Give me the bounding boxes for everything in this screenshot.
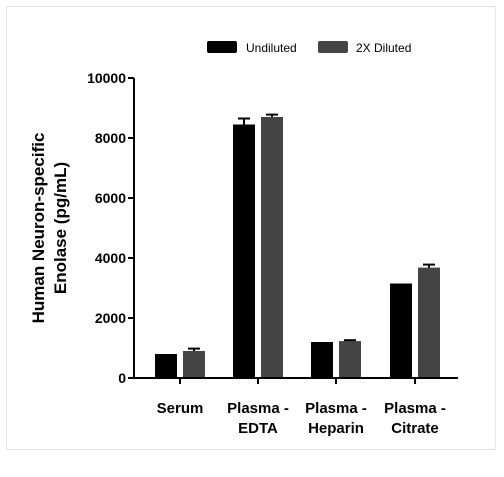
bar — [233, 124, 255, 378]
bar — [155, 354, 177, 378]
y-axis-title-line: Human Neuron-specific — [29, 133, 48, 324]
bar — [418, 267, 440, 378]
y-axis-label: Human Neuron-specific Enolase (pg/mL) — [29, 133, 70, 324]
x-tick-label: EDTA — [238, 420, 278, 437]
y-axis: 0 2000 4000 6000 8000 10000 — [87, 70, 135, 386]
y-tick-label: 8000 — [95, 130, 126, 146]
x-tick-label: Citrate — [391, 420, 439, 437]
x-tick-label: Plasma - — [384, 400, 446, 417]
y-axis-title: Human Neuron-specific Enolase (pg/mL) — [29, 133, 70, 324]
bar — [261, 117, 283, 378]
legend-swatch — [207, 41, 237, 53]
bar — [339, 341, 361, 378]
legend-label: Undiluted — [246, 41, 297, 55]
x-axis: Serum Plasma - EDTA Plasma - Heparin Plasma -… — [134, 377, 458, 437]
y-tick-label: 10000 — [87, 70, 126, 86]
x-tick-label: Plasma - — [227, 400, 289, 417]
legend-swatch — [318, 41, 348, 53]
legend: Undiluted 2X Diluted — [207, 41, 411, 55]
legend-label: 2X Diluted — [356, 41, 411, 55]
x-tick-label: Serum — [157, 400, 204, 417]
y-tick-label: 2000 — [95, 310, 126, 326]
x-tick-label: Heparin — [308, 420, 364, 437]
bar — [390, 283, 412, 378]
y-axis-title-line: Enolase (pg/mL) — [51, 162, 70, 294]
y-tick-label: 4000 — [95, 250, 126, 266]
x-tick-label: Plasma - — [305, 400, 367, 417]
chart-frame — [6, 6, 496, 450]
bar — [183, 351, 205, 378]
y-tick-label: 6000 — [95, 190, 126, 206]
bar — [311, 342, 333, 378]
y-tick-label: 0 — [118, 370, 126, 386]
bars — [155, 113, 440, 378]
